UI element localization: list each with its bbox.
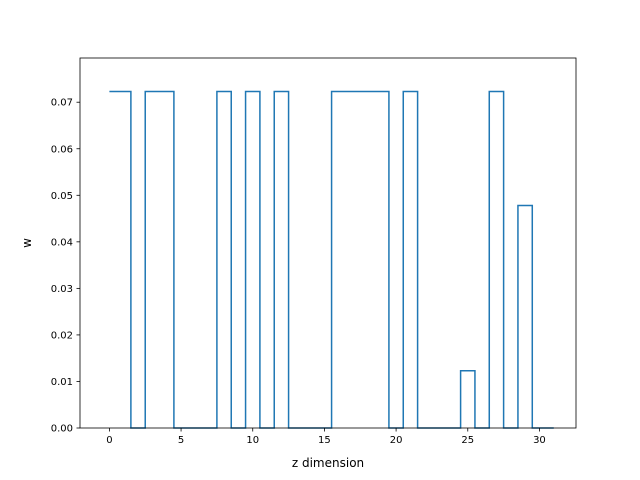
x-tick-label: 10	[246, 435, 259, 446]
x-tick-label: 25	[461, 435, 474, 446]
y-tick-label: 0.02	[51, 330, 73, 341]
y-tick-label: 0.07	[51, 98, 73, 109]
x-tick-label: 30	[533, 435, 546, 446]
y-tick-label: 0.01	[51, 377, 73, 388]
y-tick-label: 0.05	[51, 191, 73, 202]
x-tick-label: 5	[178, 435, 184, 446]
x-tick-label: 20	[390, 435, 403, 446]
x-tick-label: 0	[106, 435, 112, 446]
y-tick-label: 0.04	[51, 237, 73, 248]
x-axis-ticks: 0 5 10 15 20 25 30	[106, 428, 546, 446]
y-axis-ticks: 0.00 0.01 0.02 0.03 0.04 0.05 0.06 0.07	[51, 98, 80, 435]
y-tick-label: 0.00	[51, 424, 73, 435]
y-axis-label: w	[20, 238, 34, 248]
x-axis-label: z dimension	[292, 456, 364, 470]
y-tick-label: 0.06	[51, 144, 73, 155]
x-tick-label: 15	[318, 435, 331, 446]
y-tick-label: 0.03	[51, 284, 73, 295]
axes-frame	[79, 57, 577, 429]
